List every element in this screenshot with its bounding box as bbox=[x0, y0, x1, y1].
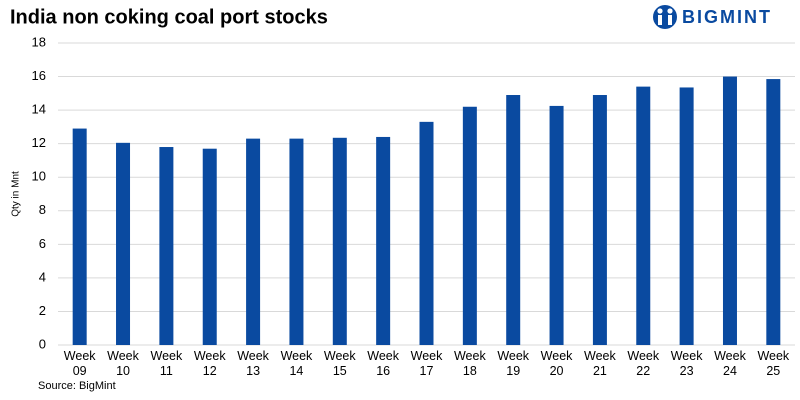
logo-icon bbox=[653, 5, 677, 29]
x-tick-label: Week 21 bbox=[584, 349, 616, 378]
y-axis-label: Qty in Mnt bbox=[11, 171, 22, 217]
x-tick-label: Week 09 bbox=[63, 349, 96, 378]
bar bbox=[289, 138, 304, 345]
y-tick-label: 10 bbox=[32, 169, 46, 184]
bar bbox=[679, 87, 694, 345]
y-tick-label: 2 bbox=[39, 303, 46, 318]
bar bbox=[419, 121, 434, 345]
bar bbox=[246, 138, 261, 345]
y-tick-label: 12 bbox=[32, 135, 46, 150]
chart-title: India non coking coal port stocks bbox=[10, 6, 328, 28]
bar bbox=[549, 105, 564, 346]
y-tick-label: 4 bbox=[39, 269, 46, 284]
y-tick-label: 0 bbox=[39, 336, 46, 351]
x-tick-label: Week 25 bbox=[757, 349, 790, 378]
bar bbox=[376, 136, 391, 345]
bar bbox=[592, 95, 607, 345]
bar bbox=[159, 147, 174, 345]
x-tick-label: Week 13 bbox=[237, 349, 269, 378]
y-tick-label: 16 bbox=[32, 68, 46, 83]
x-tick-label: Week 18 bbox=[453, 349, 486, 378]
x-tick-label: Week 16 bbox=[367, 349, 399, 378]
x-tick-label: Week 14 bbox=[280, 349, 313, 378]
bar bbox=[766, 79, 781, 346]
x-tick-label: Week 22 bbox=[627, 349, 660, 378]
y-tick-label: 14 bbox=[32, 102, 46, 117]
source: Source: BigMint bbox=[38, 380, 116, 392]
bar bbox=[72, 128, 87, 345]
bar bbox=[636, 86, 651, 345]
y-tick-label: 6 bbox=[39, 236, 46, 251]
y-tick-label: 8 bbox=[39, 202, 46, 217]
x-tick-label: Week 24 bbox=[714, 349, 746, 378]
bar bbox=[116, 142, 131, 345]
x-tick-label: Week 19 bbox=[497, 349, 530, 378]
bar bbox=[462, 106, 477, 345]
x-tick-label: Week 15 bbox=[323, 349, 356, 378]
bar bbox=[202, 148, 217, 345]
bar bbox=[722, 76, 737, 346]
x-tick-label: Week 20 bbox=[540, 349, 573, 378]
x-tick-label: Week 12 bbox=[193, 349, 226, 378]
bar bbox=[332, 137, 347, 345]
bar bbox=[506, 95, 521, 345]
y-tick-label: 18 bbox=[32, 34, 46, 49]
x-tick-label: Week 10 bbox=[107, 349, 139, 378]
x-tick-label: Week 17 bbox=[410, 349, 443, 378]
x-tick-label: Week 23 bbox=[670, 349, 703, 378]
logo-text: BIGMINT bbox=[682, 7, 772, 27]
x-tick-label: Week 11 bbox=[150, 349, 183, 378]
